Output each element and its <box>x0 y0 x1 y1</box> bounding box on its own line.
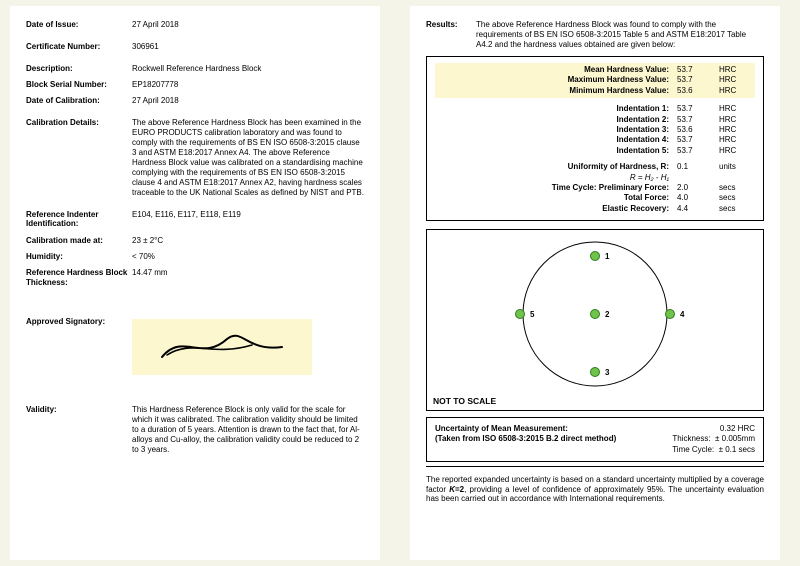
thickness-label: Reference Hardness Block Thickness: <box>26 268 132 286</box>
svg-text:3: 3 <box>605 368 610 377</box>
indentation-5-label: Indentation 5: <box>489 146 669 156</box>
indentation-4-value: 53.7 <box>677 135 711 145</box>
unc-value: 0.32 HRC <box>720 424 755 434</box>
indentation-3-unit: HRC <box>719 125 755 135</box>
indentation-1-unit: HRC <box>719 104 755 114</box>
indentation-diagram: 1 2 3 4 5 <box>431 234 759 394</box>
unc-thick-value: ± 0.005mm <box>715 434 755 443</box>
cert-no-label: Certificate Number: <box>26 42 132 52</box>
date-cal-value: 27 April 2018 <box>132 96 364 106</box>
humidity-label: Humidity: <box>26 252 132 262</box>
mean-value: 53.7 <box>677 65 711 75</box>
unif-label: Uniformity of Hardness, R: <box>489 162 669 172</box>
details-value: The above Reference Hardness Block has b… <box>132 118 364 198</box>
certificate-left-page: Date of Issue:27 April 2018 Certificate … <box>10 6 380 560</box>
details-label: Calibration Details: <box>26 118 132 198</box>
desc-value: Rockwell Reference Hardness Block <box>132 64 364 74</box>
total-force-label: Total Force: <box>489 193 669 203</box>
svg-text:5: 5 <box>530 310 535 319</box>
serial-value: EP18207778 <box>132 80 364 90</box>
hardness-values-box: Mean Hardness Value: 53.7 HRC Maximum Hard… <box>426 56 764 221</box>
desc-label: Description: <box>26 64 132 74</box>
indentation-3-label: Indentation 3: <box>489 125 669 135</box>
date-cal-label: Date of Calibration: <box>26 96 132 106</box>
unc-thick-label: Thickness: <box>672 434 710 443</box>
humidity-value: < 70% <box>132 252 364 262</box>
indentation-1-value: 53.7 <box>677 104 711 114</box>
unc-tc-label: Time Cycle: <box>672 445 714 454</box>
unif-formula: R = H₂ - H₁ <box>489 173 669 183</box>
max-unit: HRC <box>719 75 755 85</box>
indentation-1-label: Indentation 1: <box>489 104 669 114</box>
mean-unit: HRC <box>719 65 755 75</box>
signatory-label: Approved Signatory: <box>26 317 132 375</box>
results-label: Results: <box>426 20 476 50</box>
unif-value: 0.1 <box>677 162 711 172</box>
calat-value: 23 ± 2°C <box>132 236 364 246</box>
svg-text:1: 1 <box>605 252 610 261</box>
date-issue-label: Date of Issue: <box>26 20 132 30</box>
min-value: 53.6 <box>677 86 711 96</box>
min-label: Minimum Hardness Value: <box>489 86 669 96</box>
divider <box>426 466 764 467</box>
uncertainty-footnote: The reported expanded uncertainty is bas… <box>426 475 764 504</box>
indenter-label: Reference Indenter Identification: <box>26 210 132 228</box>
indentation-4-unit: HRC <box>719 135 755 145</box>
unc-tc-value: ± 0.1 secs <box>719 445 755 454</box>
results-intro-text: The above Reference Hardness Block was f… <box>476 20 764 50</box>
mean-label: Mean Hardness Value: <box>489 65 669 75</box>
certificate-right-page: Results: The above Reference Hardness Bl… <box>410 6 780 560</box>
elastic-recovery-unit: secs <box>719 204 755 214</box>
signature-icon <box>152 327 292 367</box>
min-unit: HRC <box>719 86 755 96</box>
not-to-scale-label: NOT TO SCALE <box>431 394 759 406</box>
uncertainty-box: Uncertainty of Mean Measurement: 0.32 HRC… <box>426 417 764 462</box>
indentation-2-value: 53.7 <box>677 115 711 125</box>
tc-prelim-unit: secs <box>719 183 755 193</box>
calat-label: Calibration made at: <box>26 236 132 246</box>
indentation-2-unit: HRC <box>719 115 755 125</box>
svg-text:2: 2 <box>605 310 610 319</box>
date-issue-value: 27 April 2018 <box>132 20 364 30</box>
total-force-value: 4.0 <box>677 193 711 203</box>
unif-unit: units <box>719 162 755 172</box>
validity-label: Validity: <box>26 405 132 455</box>
indentation-5-value: 53.7 <box>677 146 711 156</box>
signature-box <box>132 319 312 375</box>
indentation-4-label: Indentation 4: <box>489 135 669 145</box>
max-label: Maximum Hardness Value: <box>489 75 669 85</box>
indentation-2-label: Indentation 2: <box>489 115 669 125</box>
svg-text:4: 4 <box>680 310 685 319</box>
thickness-value: 14.47 mm <box>132 268 364 286</box>
serial-label: Block Serial Number: <box>26 80 132 90</box>
unc-sub-label: (Taken from ISO 6508-3:2015 B.2 direct m… <box>435 434 616 444</box>
max-value: 53.7 <box>677 75 711 85</box>
tc-prelim-value: 2.0 <box>677 183 711 193</box>
elastic-recovery-label: Elastic Recovery: <box>489 204 669 214</box>
indentation-5-unit: HRC <box>719 146 755 156</box>
cert-no-value: 306961 <box>132 42 364 52</box>
elastic-recovery-value: 4.4 <box>677 204 711 214</box>
total-force-unit: secs <box>719 193 755 203</box>
unc-label: Uncertainty of Mean Measurement: <box>435 424 568 434</box>
indentation-diagram-box: 1 2 3 4 5 NOT TO SCALE <box>426 229 764 411</box>
validity-value: This Hardness Reference Block is only va… <box>132 405 364 455</box>
indenter-value: E104, E116, E117, E118, E119 <box>132 210 364 228</box>
tc-prelim-label: Time Cycle: Preliminary Force: <box>489 183 669 193</box>
indentation-3-value: 53.6 <box>677 125 711 135</box>
